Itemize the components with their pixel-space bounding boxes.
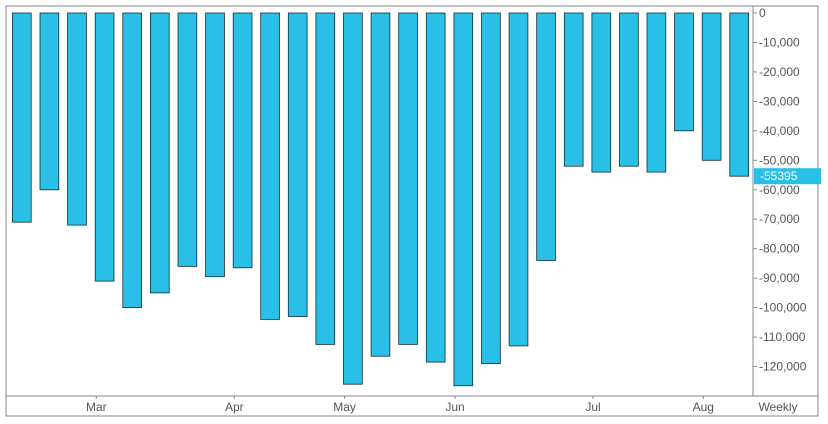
x-month-label: Apr xyxy=(225,400,244,414)
y-tick-label: -120,000 xyxy=(759,360,807,374)
y-tick-label: -90,000 xyxy=(759,271,800,285)
bar-24 xyxy=(646,12,667,173)
y-tick-label: -110,000 xyxy=(759,330,806,344)
bar-2 xyxy=(39,12,60,191)
x-labels-group: Mar Apr May Jun Jul Aug xyxy=(86,396,714,414)
bar-27 xyxy=(729,12,749,177)
y-tick-label: -40,000 xyxy=(759,124,800,138)
y-tick-label: -10,000 xyxy=(759,36,800,50)
bar-7 xyxy=(177,12,198,267)
bar-18 xyxy=(481,12,501,365)
bar-13 xyxy=(343,12,363,385)
period-label: Weekly xyxy=(758,400,797,414)
bar-15 xyxy=(398,12,418,345)
y-tick-label: -100,000 xyxy=(759,301,807,315)
bar-20 xyxy=(536,12,556,261)
last-value-badge-bg xyxy=(754,168,821,185)
bar-25 xyxy=(674,12,694,132)
bars-group xyxy=(11,12,749,387)
x-month-label: Jul xyxy=(585,400,600,414)
bar-23 xyxy=(619,12,639,167)
bar-14 xyxy=(370,12,391,357)
x-month-label: May xyxy=(333,400,356,414)
x-month-label: Jun xyxy=(445,400,464,414)
bar-3 xyxy=(67,12,87,226)
bar-8 xyxy=(205,12,225,278)
x-month-label: Mar xyxy=(86,400,107,414)
bar-22 xyxy=(591,12,612,173)
last-value-badge: -55395 xyxy=(754,168,821,185)
bar-26 xyxy=(701,12,722,161)
bar-9 xyxy=(232,12,253,269)
bar-17 xyxy=(453,12,474,387)
bar-21 xyxy=(563,12,584,167)
x-month-label: Aug xyxy=(693,400,714,414)
y-tick-label: -30,000 xyxy=(759,94,800,108)
y-tick-label: -20,000 xyxy=(759,65,800,79)
bar-5 xyxy=(122,12,143,309)
y-tick-label: -70,000 xyxy=(759,212,800,226)
plot-frame xyxy=(5,5,819,417)
bar-19 xyxy=(508,12,529,347)
y-tick-label: -50,000 xyxy=(759,153,800,167)
y-tick-label: 0 xyxy=(759,6,766,20)
bar-16 xyxy=(425,12,446,363)
bar-6 xyxy=(149,12,170,294)
bar-4 xyxy=(94,12,115,282)
y-ticks-group: 0 -10,000 -20,000 -30,000 -40,000 -50,000 -60,… xyxy=(753,6,807,374)
last-value-label: -55395 xyxy=(760,169,798,183)
bar-1 xyxy=(11,12,32,223)
y-tick-label: -80,000 xyxy=(759,242,800,256)
y-tick-label: -60,000 xyxy=(759,183,800,197)
bar-11 xyxy=(287,12,308,317)
bar-12 xyxy=(315,12,336,345)
bar-10 xyxy=(260,12,280,320)
